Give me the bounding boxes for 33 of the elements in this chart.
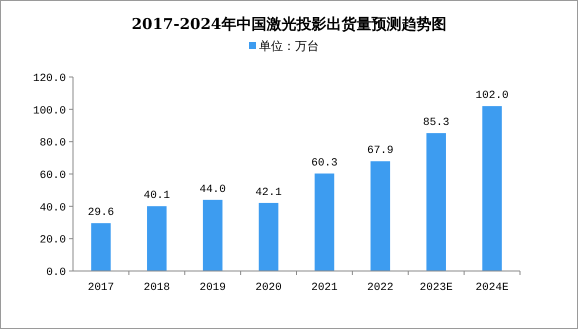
bar <box>258 202 278 271</box>
y-tick-label: 20.0 <box>40 234 66 247</box>
bar <box>91 223 111 271</box>
text: 102.0 <box>476 90 509 102</box>
bar <box>314 174 334 271</box>
bar <box>482 106 502 271</box>
text: 42.1 <box>255 186 282 199</box>
x-tick-label: 2023E <box>420 282 454 294</box>
x-tick-label: 2018 <box>144 282 170 294</box>
text: 67.9 <box>367 145 394 158</box>
y-tick-label: 40.0 <box>40 202 66 214</box>
y-tick-label: 100.0 <box>32 105 66 118</box>
y-tick-label: 120.0 <box>32 73 66 85</box>
x-tick-label: 2017 <box>88 282 114 294</box>
text: 60.3 <box>311 158 338 170</box>
y-tick-label: 0.0 <box>46 267 66 279</box>
x-tick-label: 2022 <box>367 282 394 294</box>
x-tick-label: 2024E <box>476 282 509 294</box>
bar <box>426 133 446 271</box>
bar <box>370 161 390 271</box>
x-tick-label: 2020 <box>255 282 282 294</box>
y-tick-label: 80.0 <box>40 138 66 150</box>
text: 85.3 <box>422 117 450 130</box>
bar <box>202 200 222 271</box>
legend-label: 单位：万台 <box>259 39 319 53</box>
x-tick-label: 2019 <box>199 282 226 294</box>
text: 29.6 <box>88 207 114 220</box>
chart-title: 2017-2024年中国激光投影出货量预测趋势图 <box>132 15 446 33</box>
y-tick-label: 60.0 <box>40 170 66 182</box>
text: 44.0 <box>199 184 226 196</box>
x-tick-label: 2021 <box>311 282 338 294</box>
text: 40.1 <box>144 190 170 202</box>
bar <box>147 206 167 271</box>
